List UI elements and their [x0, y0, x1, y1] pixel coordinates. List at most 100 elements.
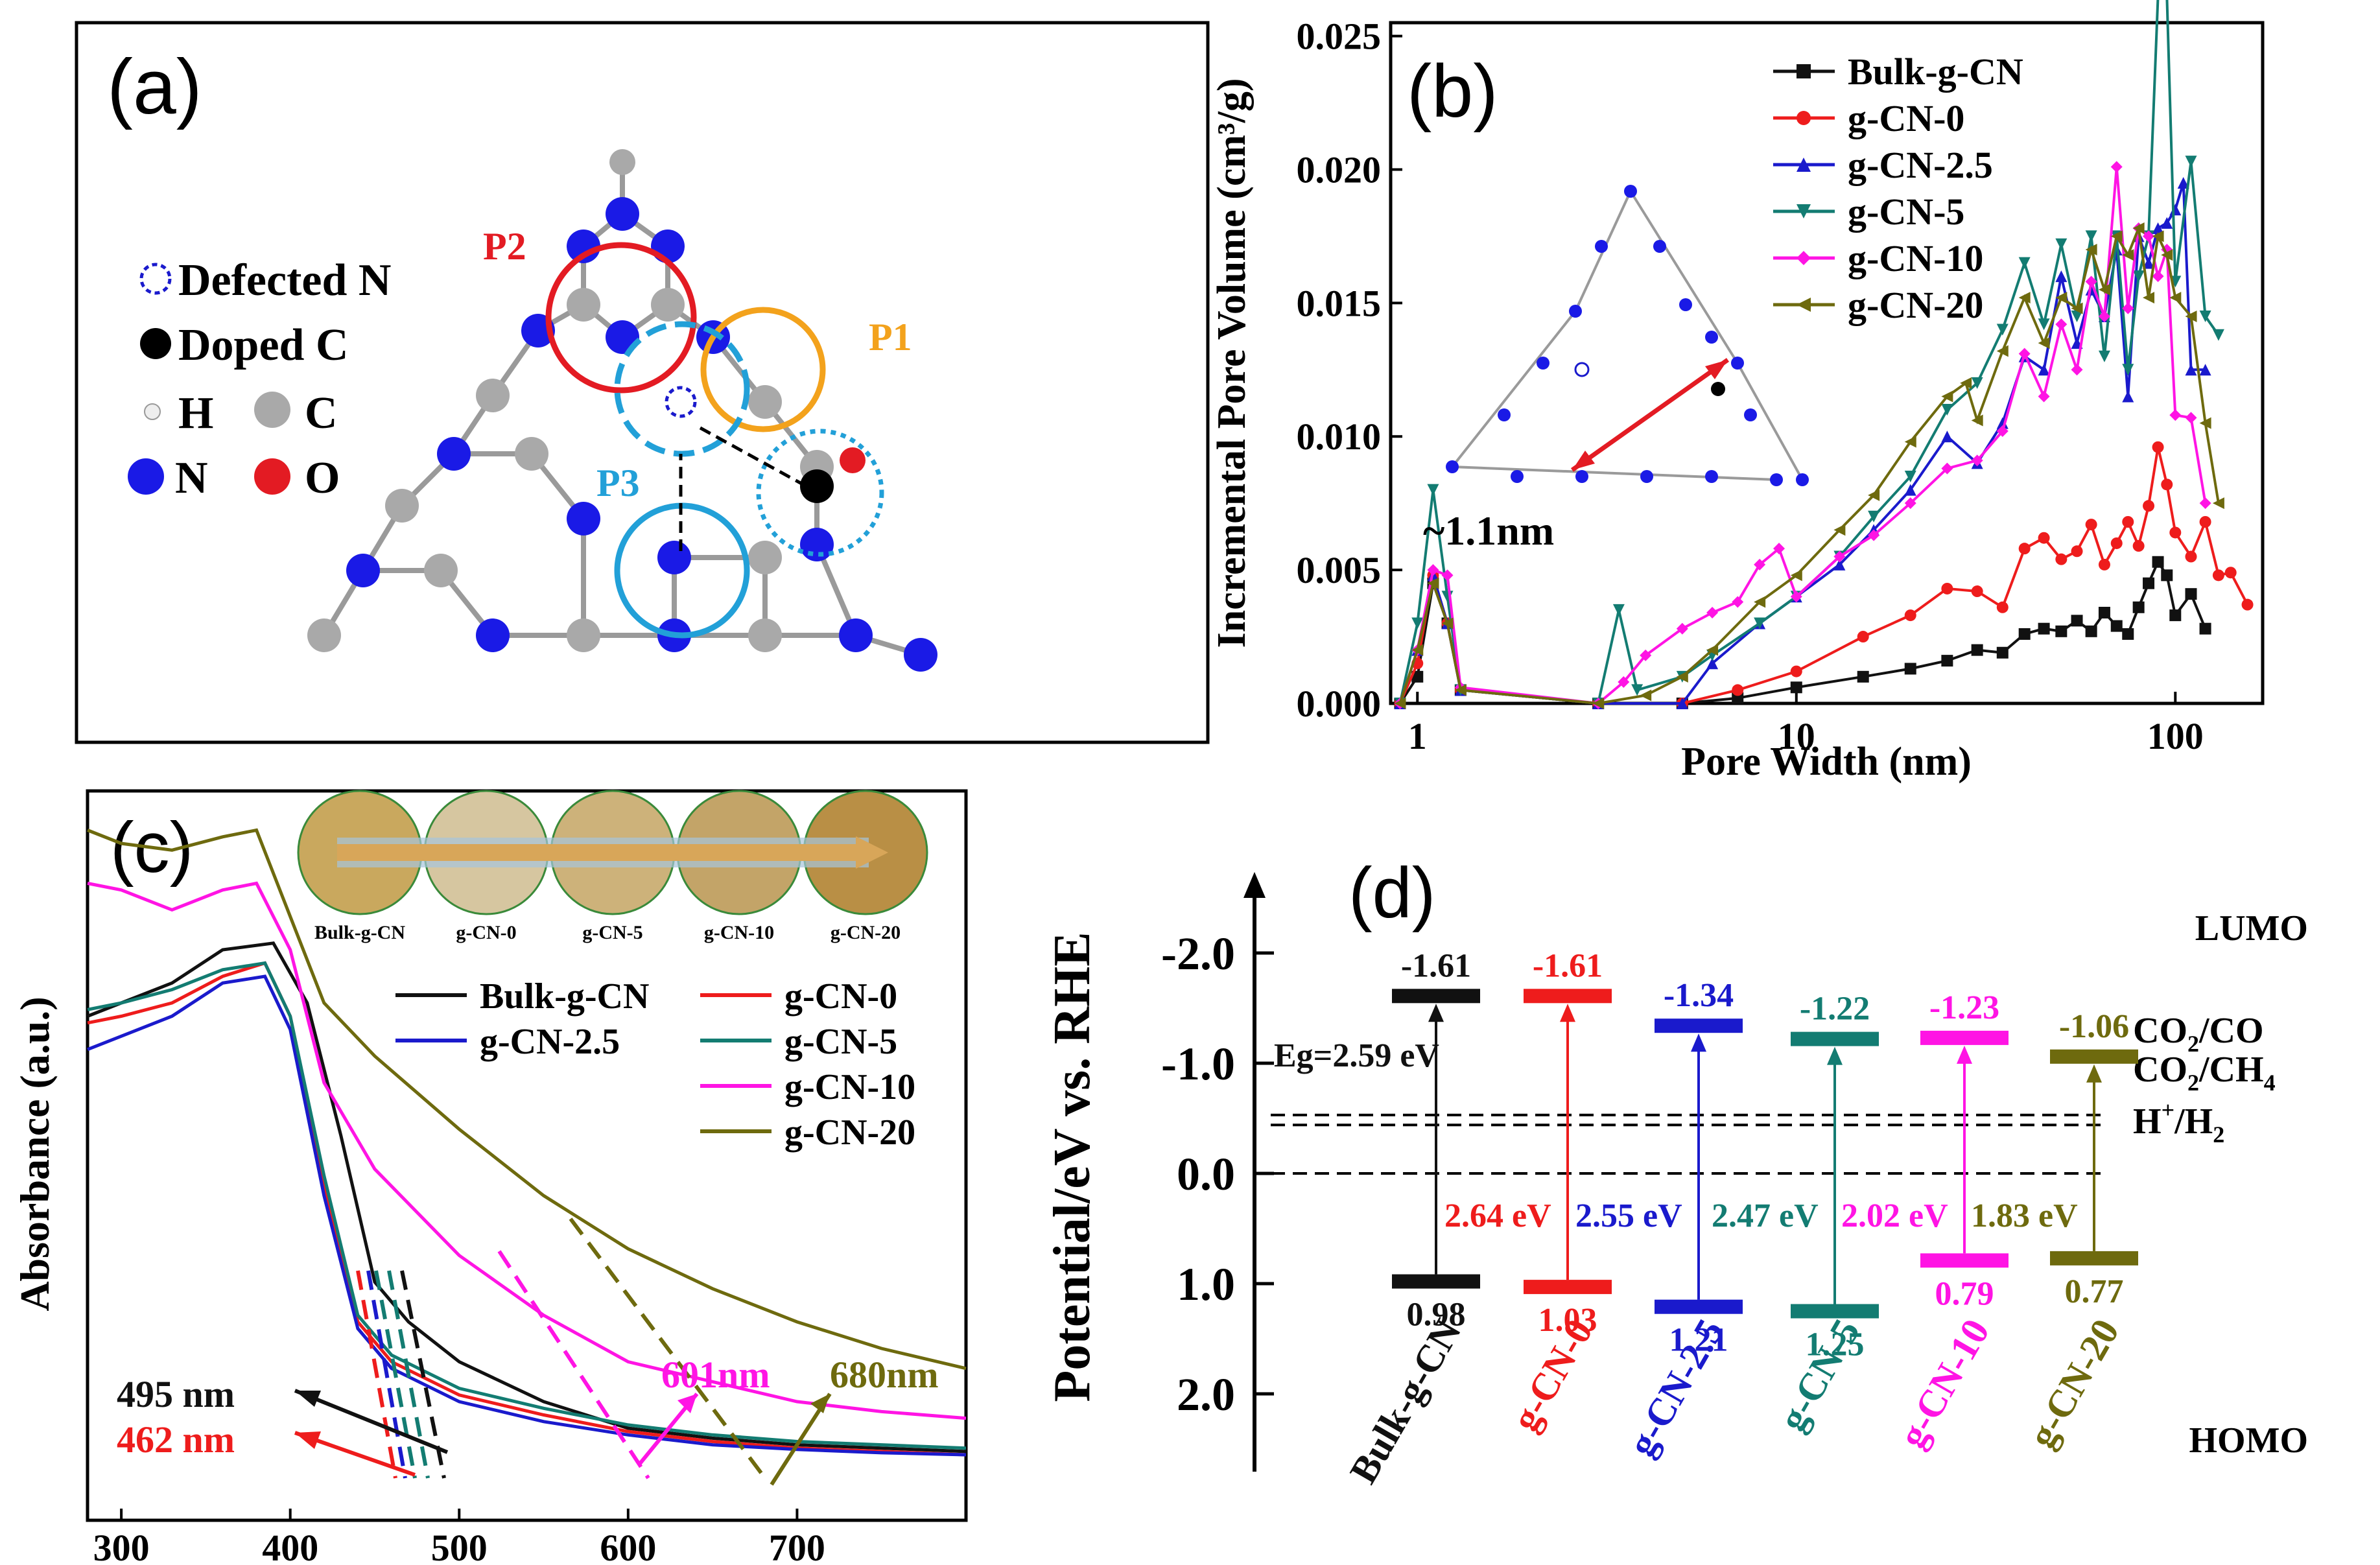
data-point-g-cn-20 [2161, 249, 2173, 261]
gradient-arrow-icon [856, 836, 888, 869]
data-point-g-cn-20 [1640, 689, 1652, 701]
panel-b-legend: Bulk-g-CNg-CN-0 g-CN-2.5 g-CN-5g-CN-10 g-CN… [1773, 51, 2023, 326]
panel-c: (c) 300 400 500 600 700 Absorbance (a.u.) Bu… [12, 789, 968, 1565]
edge-label-680: 680nm [830, 1354, 939, 1396]
gap-arrow-icon-g-cn-2-5 [1691, 1033, 1706, 1052]
arrow-462-icon [295, 1431, 321, 1449]
lumo-value-g-cn-10: -1.23 [1929, 989, 1999, 1026]
data-point-g-cn-5 [2055, 238, 2068, 250]
data-point-bulk-g-cn [1904, 663, 1916, 675]
data-point-g-cn-10 [1904, 497, 1916, 510]
legend-n: N [175, 453, 208, 503]
homo-value-g-cn-2-5: 1.21 [1669, 1322, 1728, 1359]
homo-bar-g-cn-0 [1524, 1280, 1612, 1295]
data-point-g-cn-20 [1868, 489, 1880, 501]
data-point-g-cn-10 [2038, 390, 2050, 403]
data-point-g-cn-10 [1996, 425, 2009, 437]
data-point-g-cn-20 [2085, 244, 2097, 255]
panel-b-y-tick-label: 0.000 [1297, 683, 1382, 725]
spectrum-bulk-g-cn [87, 941, 967, 1453]
panel-b-y-axis: 0.000 0.005 0.010 0.015 0.020 0.025 [1297, 16, 1402, 725]
data-point-bulk-g-cn [2132, 601, 2145, 613]
lumo-label: LUMO [2195, 908, 2308, 948]
data-point-g-cn-2-5 [1676, 698, 1688, 709]
spectrum-g-cn-10 [87, 881, 967, 1420]
data-point-bulk-g-cn [1732, 692, 1744, 704]
data-point-g-cn-5 [2085, 230, 2097, 242]
panel-c-x-tick-label: 500 [431, 1527, 488, 1565]
data-point-g-cn-0 [1732, 684, 1744, 696]
data-point-g-cn-10 [2085, 276, 2097, 288]
gap-value-g-cn-0: 2.64 eV [1444, 1197, 1551, 1234]
homo-bar-g-cn-20 [2050, 1251, 2138, 1265]
spectrum-g-cn-2-5 [87, 974, 967, 1457]
data-point-bulk-g-cn [1941, 655, 1953, 667]
superscript: + [2162, 1097, 2175, 1123]
doped-c-site [800, 469, 834, 503]
panel-a-label: (a) [107, 43, 202, 130]
panel-b-label: (b) [1407, 50, 1498, 133]
category-label-g-cn-20: g-CN-20 [2020, 1312, 2127, 1455]
sample-photos-inset [297, 790, 928, 915]
data-point-bulk-g-cn [2143, 577, 2155, 589]
carbon-atom-icon [254, 392, 290, 428]
data-point-g-cn-10 [1773, 543, 1785, 555]
data-point-g-cn-10 [1706, 607, 1719, 618]
migration-arrow-right [699, 426, 805, 487]
edge-label-462: 462 nm [117, 1418, 235, 1461]
data-point-g-cn-10 [2110, 161, 2123, 173]
data-point-g-cn-10 [1676, 622, 1688, 635]
data-point-g-cn-10 [1833, 550, 1846, 563]
legend-c: C [305, 388, 338, 438]
legend-label-g-cn-2-5: g-CN-2.5 [480, 1022, 620, 1062]
data-point-g-cn-0 [2071, 545, 2083, 558]
data-point-bulk-g-cn [2085, 625, 2097, 637]
data-point-bulk-g-cn [1790, 681, 1802, 694]
data-point-g-cn-0 [2085, 519, 2097, 531]
reference-text: /CH [2198, 1050, 2264, 1090]
panel-c-frame [86, 789, 968, 1522]
data-point-g-cn-2-5 [2177, 177, 2189, 189]
data-point-bulk-g-cn [2098, 607, 2110, 618]
legend-label-bulk-g-cn: Bulk-g-CN [1848, 51, 2023, 93]
data-point-g-cn-5 [2071, 310, 2083, 322]
panel-b-x-tick-label: 100 [2147, 715, 2204, 757]
data-point-g-cn-5 [1971, 377, 1983, 389]
data-point-bulk-g-cn [2185, 588, 2197, 600]
panel-b-series [1394, 0, 2254, 709]
legend-label-g-cn-2-5: g-CN-2.5 [1848, 144, 1993, 186]
data-point-g-cn-10 [2143, 230, 2155, 242]
panel-b-y-tick-label: 0.005 [1297, 549, 1382, 591]
gap-arrow-icon-g-cn-10 [1957, 1045, 1972, 1064]
data-point-bulk-g-cn [2038, 622, 2050, 635]
legend-doped-c: Doped C [178, 320, 349, 370]
data-point-g-cn-0 [2241, 598, 2254, 611]
legend-marker-g-cn-2-5 [1797, 158, 1811, 172]
panel-c-legend: Bulk-g-CN g-CN-0 g-CN-2.5 g-CN-5 g-CN-10 g-CN… [395, 976, 915, 1153]
panel-d-ticks: -2.0 -1.0 0.0 1.0 2.0 [1161, 928, 1274, 1420]
data-point-g-cn-10 [1441, 569, 1454, 582]
data-point-g-cn-20 [2212, 497, 2224, 510]
data-point-g-cn-10 [2055, 318, 2068, 331]
panel-b-y-tick-label: 0.025 [1297, 16, 1382, 58]
gap-arrow-icon-g-cn-20 [2086, 1064, 2102, 1083]
data-point-g-cn-20 [1904, 436, 1916, 448]
data-point-g-cn-5 [1868, 510, 1880, 523]
arrow-495-icon [295, 1391, 321, 1407]
legend-label-g-cn-20: g-CN-20 [784, 1112, 915, 1153]
homo-label: HOMO [2189, 1420, 2308, 1461]
data-point-g-cn-5 [1631, 684, 1644, 696]
data-point-g-cn-20 [2199, 417, 2211, 429]
pore-inset-atoms [1446, 185, 1809, 486]
data-point-bulk-g-cn [2161, 569, 2173, 582]
homo-bar-g-cn-10 [1920, 1253, 2009, 1268]
data-point-bulk-g-cn [1857, 670, 1869, 683]
data-point-g-cn-20 [1676, 670, 1688, 683]
lumo-bar-g-cn-20 [2050, 1049, 2138, 1064]
data-point-g-cn-20 [1441, 617, 1454, 630]
gap-value-g-cn-20: 1.83 eV [1971, 1197, 2078, 1234]
legend-label-g-cn-0: g-CN-0 [784, 976, 897, 1017]
data-point-g-cn-20 [1427, 577, 1439, 589]
arrow-head-icon [1705, 360, 1728, 379]
